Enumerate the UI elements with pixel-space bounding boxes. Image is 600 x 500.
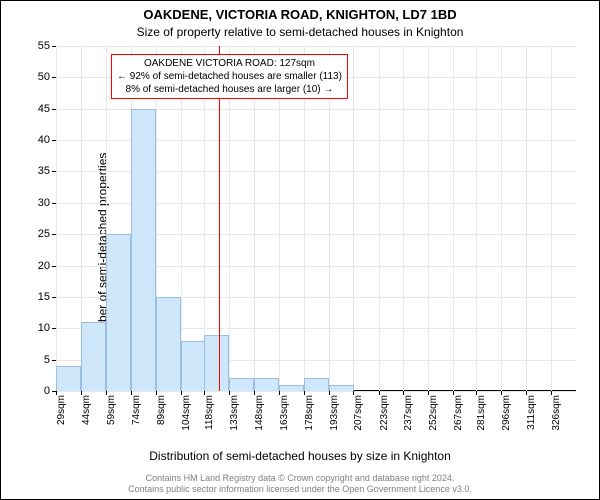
gridline-h — [56, 391, 576, 392]
histogram-bar — [254, 378, 279, 391]
chart-container: OAKDENE, VICTORIA ROAD, KNIGHTON, LD7 1B… — [0, 0, 600, 500]
xtick-label: 74sqm — [131, 395, 142, 425]
ytick-label: 50 — [38, 71, 50, 83]
histogram-bar — [204, 335, 229, 391]
chart-footer: Contains HM Land Registry data © Crown c… — [1, 473, 599, 495]
histogram-bar — [304, 378, 329, 391]
gridline-v — [428, 46, 429, 391]
xtick-label: 59sqm — [106, 395, 117, 425]
ytick-label: 20 — [38, 260, 50, 272]
gridline-v — [453, 46, 454, 391]
ytick-label: 55 — [38, 40, 50, 52]
ytick-label: 5 — [44, 354, 50, 366]
histogram-bar — [181, 341, 206, 391]
gridline-v — [379, 46, 380, 391]
xtick-label: 148sqm — [254, 395, 265, 431]
gridline-v — [551, 46, 552, 391]
chart-title: OAKDENE, VICTORIA ROAD, KNIGHTON, LD7 1B… — [1, 7, 599, 22]
xtick-label: 118sqm — [204, 395, 215, 430]
ytick-label: 10 — [38, 322, 50, 334]
ytick-label: 40 — [38, 134, 50, 146]
xtick-label: 252sqm — [428, 395, 439, 431]
histogram-bar — [279, 385, 304, 391]
histogram-bar — [131, 109, 156, 391]
xtick-label: 311sqm — [526, 395, 537, 430]
xtick-label: 178sqm — [304, 395, 315, 431]
xtick-label: 44sqm — [81, 395, 92, 425]
xtick-label: 104sqm — [181, 395, 192, 431]
annotation-line: OAKDENE VICTORIA ROAD: 127sqm — [117, 57, 342, 70]
chart-subtitle: Size of property relative to semi-detach… — [1, 25, 599, 39]
ytick-label: 15 — [38, 291, 50, 303]
xtick-label: 133sqm — [229, 395, 240, 431]
ytick-label: 0 — [44, 385, 50, 397]
histogram-bar — [156, 297, 181, 391]
gridline-v — [56, 46, 57, 391]
xtick-label: 207sqm — [353, 395, 364, 431]
gridline-v — [403, 46, 404, 391]
ytick-label: 45 — [38, 103, 50, 115]
footer-line-2: Contains public sector information licen… — [1, 484, 599, 495]
xtick-label: 237sqm — [403, 395, 414, 431]
xtick-label: 89sqm — [156, 395, 167, 425]
ytick-label: 35 — [38, 165, 50, 177]
histogram-bar — [106, 234, 131, 391]
gridline-h — [56, 46, 576, 47]
gridline-v — [501, 46, 502, 391]
xtick-label: 296sqm — [501, 395, 512, 431]
annotation-line: ← 92% of semi-detached houses are smalle… — [117, 70, 342, 83]
xtick-label: 29sqm — [56, 395, 67, 425]
xtick-label: 281sqm — [476, 395, 487, 431]
histogram-bar — [56, 366, 81, 391]
xtick-label: 326sqm — [551, 395, 562, 431]
gridline-v — [353, 46, 354, 391]
ytick-label: 25 — [38, 228, 50, 240]
x-axis-label: Distribution of semi-detached houses by … — [1, 449, 599, 463]
histogram-bar — [81, 322, 106, 391]
annotation-box: OAKDENE VICTORIA ROAD: 127sqm← 92% of se… — [111, 54, 348, 99]
plot-area: 051015202530354045505529sqm44sqm59sqm74s… — [56, 46, 576, 391]
ytick-label: 30 — [38, 197, 50, 209]
footer-line-1: Contains HM Land Registry data © Crown c… — [1, 473, 599, 484]
histogram-bar — [229, 378, 254, 391]
gridline-v — [476, 46, 477, 391]
xtick-label: 223sqm — [379, 395, 390, 431]
annotation-line: 8% of semi-detached houses are larger (1… — [117, 83, 342, 96]
gridline-v — [526, 46, 527, 391]
histogram-bar — [329, 385, 354, 391]
xtick-label: 267sqm — [453, 395, 464, 431]
xtick-label: 163sqm — [279, 395, 290, 431]
xtick-label: 193sqm — [329, 395, 340, 431]
